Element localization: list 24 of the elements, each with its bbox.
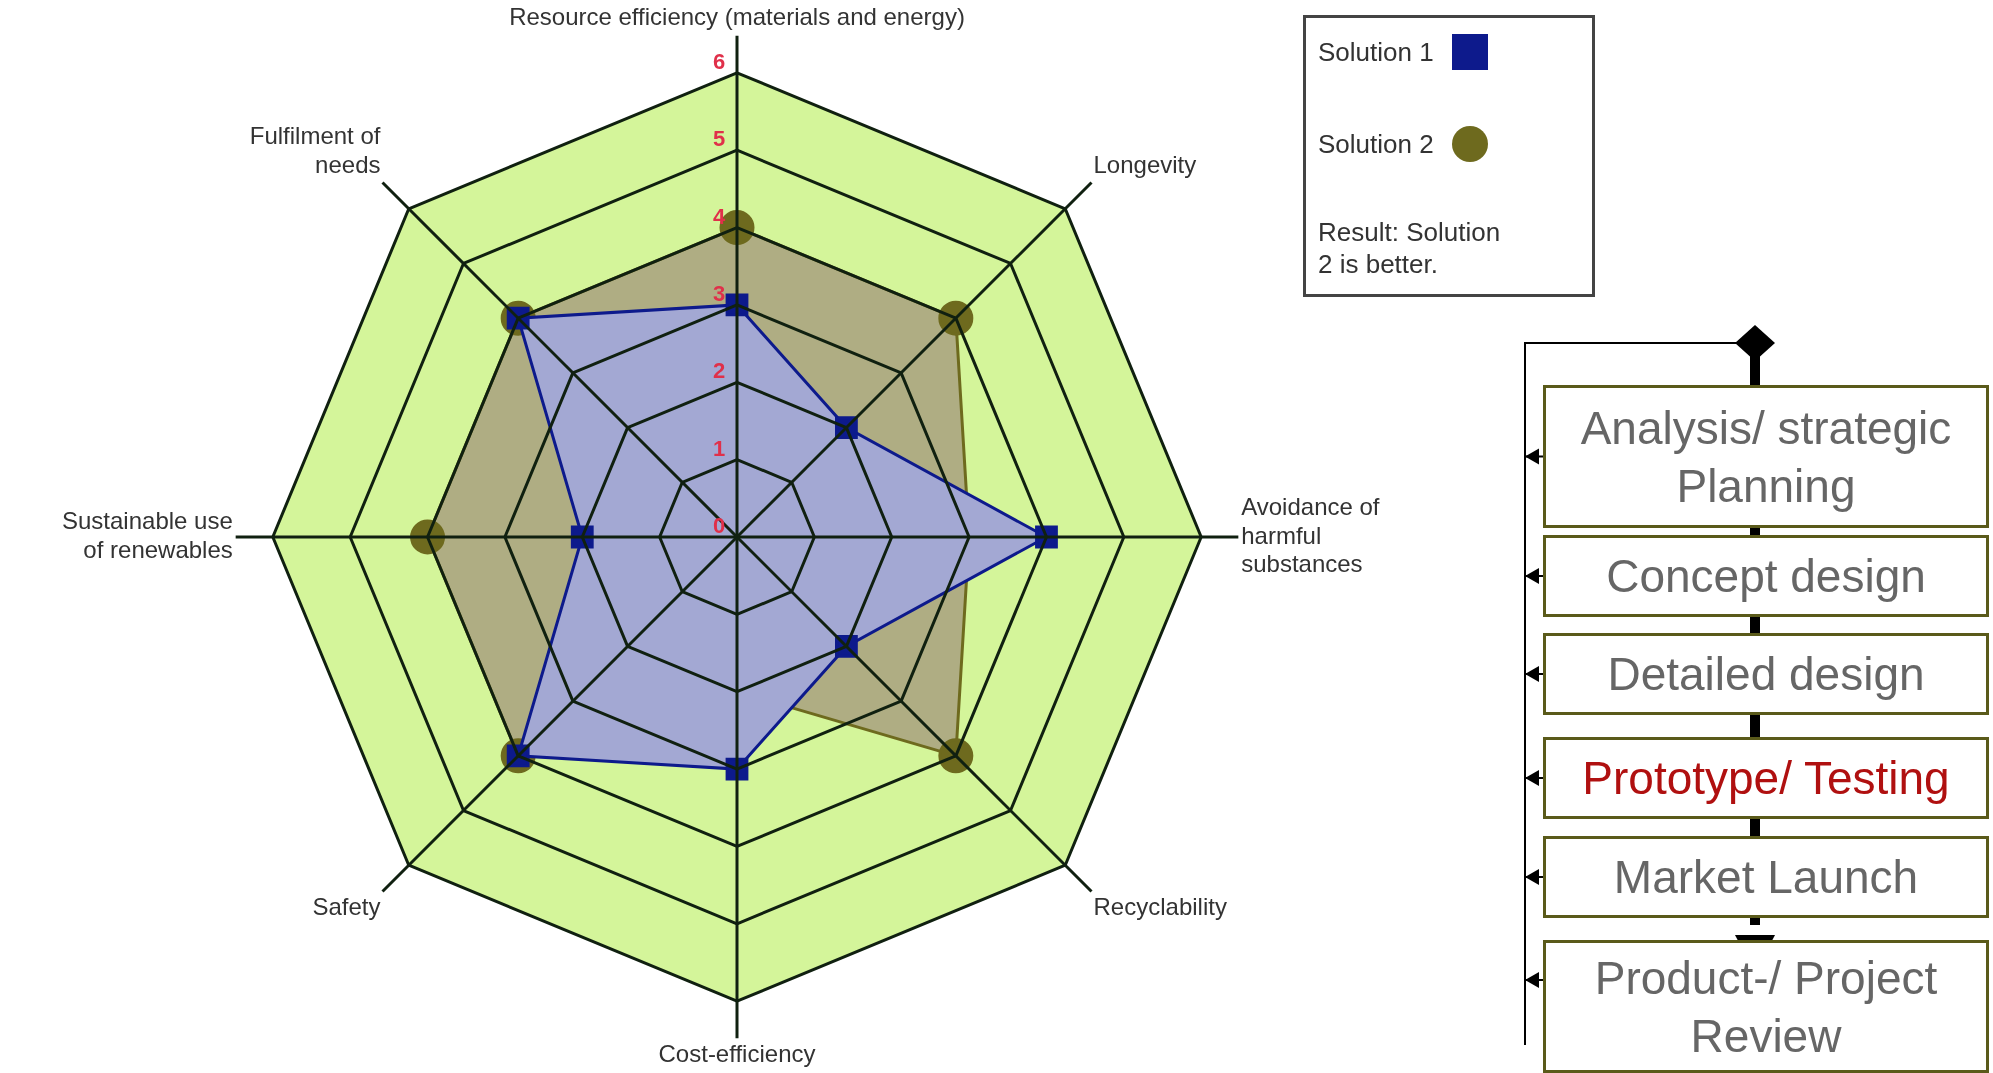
step-box: Product-/ Project Review <box>1543 940 1989 1073</box>
text: Result: Solution 2 is better. <box>1318 216 1502 280</box>
step-box: Concept design <box>1543 535 1989 617</box>
y-tick-label: 3 <box>712 280 726 306</box>
legend-label: Solution 1 <box>1318 36 1434 68</box>
spoke-label: Recyclability <box>1093 892 1227 920</box>
spoke-label: Resource efficiency (materials and energy) <box>509 3 965 31</box>
spoke-label: Fulfilment of needs <box>249 121 381 178</box>
spoke-label: Cost-efficiency <box>658 1040 816 1068</box>
y-tick-label: 5 <box>712 126 726 152</box>
spoke-label: Longevity <box>1093 150 1197 178</box>
y-tick-label: 0 <box>712 513 726 539</box>
legend-label: Solution 2 <box>1318 128 1434 160</box>
step-box: Market Launch <box>1543 836 1989 918</box>
y-tick-label: 6 <box>712 48 726 74</box>
spoke-label: Sustainable use of renewables <box>62 507 233 564</box>
spoke-label: Safety <box>312 892 381 920</box>
y-tick-label: 1 <box>712 435 726 461</box>
step-box: Analysis/ strategic Planning <box>1543 385 1989 528</box>
step-box: Prototype/ Testing <box>1543 737 1989 819</box>
spoke-label: Avoidance of harmful substances <box>1241 492 1380 578</box>
y-tick-label: 2 <box>712 358 726 384</box>
y-tick-label: 4 <box>712 203 726 229</box>
step-box: Detailed design <box>1543 633 1989 715</box>
